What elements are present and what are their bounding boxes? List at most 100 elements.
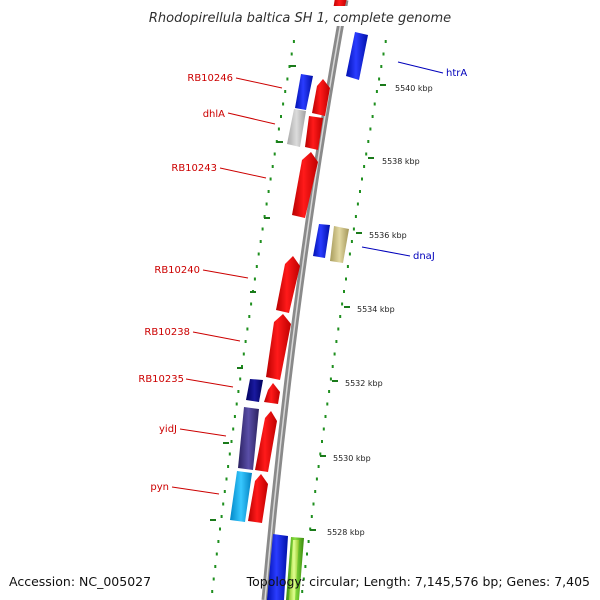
gene-bottom-blue[interactable] — [267, 534, 288, 600]
inner-scale-dot — [265, 202, 268, 206]
outer-scale-dot — [326, 402, 329, 406]
inner-scale-dot — [250, 302, 253, 306]
gene-label-RB10238: RB10238 — [144, 327, 190, 338]
inner-scale-dot — [261, 227, 264, 231]
gene-bottom-lime[interactable] — [289, 540, 299, 600]
gene-yidJ-red[interactable] — [255, 411, 277, 472]
gene-RB10240[interactable] — [276, 256, 300, 313]
inner-scale-dot — [248, 315, 251, 318]
scale-label-5532: 5532 kbp — [345, 379, 383, 388]
outer-scale-dots — [301, 40, 387, 593]
gene-label-RB10246: RB10246 — [187, 73, 233, 84]
inner-scale-dot — [227, 465, 230, 468]
outer-scale-dot — [322, 427, 325, 431]
inner-scale-dot — [275, 140, 278, 143]
inner-scale-dot — [237, 390, 240, 393]
outer-scale-dot — [384, 40, 387, 43]
outer-scale-dot — [345, 277, 347, 281]
gene-htrA[interactable] — [346, 32, 368, 80]
gene-label-yidJ: yidJ — [159, 424, 177, 435]
inner-scale-dot — [273, 152, 276, 156]
outer-scale-dot — [337, 327, 340, 331]
outer-scale-dot — [341, 302, 344, 306]
inner-scale-dot — [267, 190, 270, 193]
gene-RB10246-red[interactable] — [312, 79, 330, 116]
gene-RB10238[interactable] — [266, 314, 291, 380]
gene-dhlA-red[interactable] — [305, 116, 323, 150]
outer-scale-dot — [354, 215, 357, 218]
leader-lines-reverse — [361, 61, 444, 257]
inner-scale-dot — [233, 415, 236, 418]
outer-scale-dot — [335, 340, 338, 343]
outer-scale-dot — [367, 140, 370, 143]
scale-label-5536: 5536 kbp — [369, 231, 407, 240]
outer-scale-dot — [307, 540, 310, 543]
outer-scale-dot — [329, 377, 332, 381]
scale-label-5538: 5538 kbp — [382, 157, 420, 166]
scale-tick-marks — [310, 84, 386, 531]
outer-scale-dot — [317, 465, 320, 468]
inner-scale-dot — [255, 265, 258, 268]
inner-scale-dot — [259, 240, 262, 243]
inner-scale-dot — [290, 52, 293, 56]
gene-label-pyn: pyn — [150, 482, 169, 493]
inner-scale-dot — [286, 77, 289, 81]
outer-scale-dot — [319, 452, 322, 456]
inner-scale-dot — [235, 402, 238, 406]
gene-label-htrA: htrA — [446, 68, 467, 79]
topology-label: Topology: circular; Length: 7,145,576 bp… — [246, 574, 590, 589]
gene-RB10243[interactable] — [292, 152, 318, 218]
outer-scale-dot — [375, 90, 378, 93]
outer-scale-dot — [331, 365, 334, 368]
outer-scale-dot — [369, 127, 372, 131]
inner-scale-dot — [214, 565, 217, 568]
scale-label-5534: 5534 kbp — [357, 305, 395, 314]
inner-scale-dot — [217, 540, 220, 543]
inner-scale-dot — [228, 452, 231, 456]
outer-scale-dot — [348, 252, 351, 256]
gene-track-forward — [230, 74, 330, 600]
inner-scale-dot — [230, 440, 233, 443]
gene-RB10246[interactable] — [295, 74, 313, 110]
accession-label: Accession: NC_005027 — [9, 574, 151, 589]
gene-dnaJ[interactable] — [330, 226, 349, 263]
inner-scale-dot — [280, 115, 282, 118]
gene-yidJ[interactable] — [238, 407, 259, 470]
title-backdrop — [135, 6, 465, 26]
scale-label-5540: 5540 kbp — [395, 84, 433, 93]
outer-scale-dot — [339, 315, 342, 318]
outer-scale-dot — [359, 190, 361, 193]
inner-scale-dot — [212, 577, 215, 581]
outer-scale-dot — [371, 115, 374, 118]
scale-label-5530: 5530 kbp — [333, 454, 371, 463]
outer-scale-dot — [346, 265, 349, 268]
map-title: Rhodopirellula baltica SH 1, complete ge… — [149, 11, 451, 26]
outer-scale-dot — [380, 65, 383, 68]
gene-pyn[interactable] — [230, 471, 252, 522]
outer-scale-dot — [352, 227, 355, 231]
inner-scale-dot — [263, 215, 266, 218]
inner-scale-dot — [271, 165, 274, 168]
gene-dnaJ-upstream[interactable] — [313, 224, 330, 258]
outer-scale-dot — [310, 515, 313, 518]
inner-scale-dot — [269, 177, 272, 181]
inner-scale-dot — [220, 515, 223, 518]
gene-pyn-red[interactable] — [248, 474, 268, 523]
gene-RB10235-red[interactable] — [264, 383, 280, 404]
gene-label-dhlA: dhlA — [203, 109, 225, 120]
inner-scale-dot — [284, 90, 287, 93]
outer-scale-dot — [304, 565, 307, 568]
leader-lines-forward — [171, 77, 283, 495]
gene-label-RB10243: RB10243 — [171, 163, 217, 174]
gene-RB10235[interactable] — [246, 379, 263, 402]
inner-scale-dot — [215, 552, 218, 556]
gene-dhlA[interactable] — [287, 109, 306, 147]
inner-scale-dot — [232, 427, 235, 431]
outer-scale-dot — [350, 240, 353, 243]
outer-scale-dot — [343, 290, 345, 293]
gene-label-RB10240: RB10240 — [154, 265, 200, 276]
outer-scale-dot — [301, 590, 304, 593]
inner-scale-dot — [288, 65, 291, 68]
outer-scale-dot — [302, 577, 305, 581]
